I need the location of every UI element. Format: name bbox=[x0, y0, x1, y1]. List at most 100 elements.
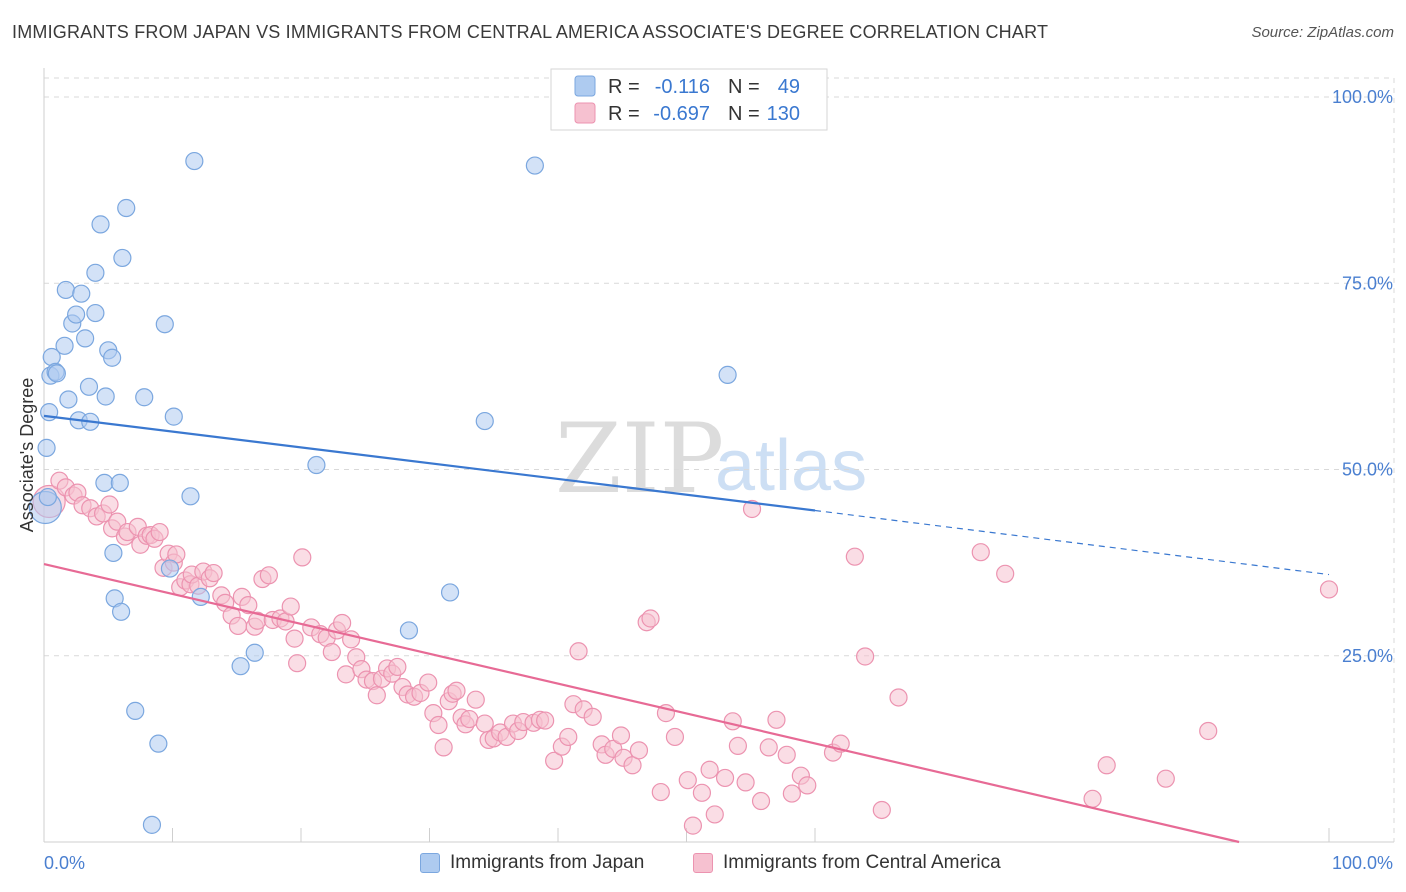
x-tick-label-max: 100.0% bbox=[1332, 853, 1393, 873]
legend-n-label-central-america: N = bbox=[728, 103, 760, 125]
y-axis-label: Associate's Degree bbox=[17, 378, 37, 533]
central-america-point bbox=[367, 686, 386, 705]
central-america-point bbox=[288, 654, 307, 673]
legend-r-value-central-america: -0.697 bbox=[653, 103, 710, 125]
japan-point bbox=[399, 621, 419, 640]
central-america-point bbox=[536, 711, 555, 730]
japan-point bbox=[72, 284, 91, 303]
central-america-point bbox=[767, 710, 786, 729]
japan-point bbox=[37, 438, 56, 457]
central-america-point bbox=[651, 782, 670, 802]
japan-point bbox=[56, 280, 75, 300]
y-tick-label-50: 50.0% bbox=[1342, 460, 1393, 480]
japan-point bbox=[475, 411, 494, 431]
y-tick-label-100: 100.0% bbox=[1332, 87, 1393, 107]
japan-point bbox=[113, 248, 132, 268]
central-america-point bbox=[434, 738, 453, 757]
legend-swatch-japan bbox=[574, 75, 596, 97]
central-america-point bbox=[728, 736, 748, 755]
central-america-point bbox=[228, 616, 248, 636]
central-america-point bbox=[665, 727, 685, 747]
y-tick-labels: 25.0% 50.0% 75.0% 100.0% bbox=[1332, 87, 1393, 666]
legend-n-value-central-america: 130 bbox=[767, 103, 800, 125]
japan-point bbox=[117, 198, 136, 218]
source-label: Source: ZipAtlas.com bbox=[1251, 24, 1394, 41]
central-america-point bbox=[336, 665, 356, 684]
central-america-point bbox=[611, 726, 631, 745]
central-america-point bbox=[798, 776, 817, 795]
central-america-point bbox=[239, 595, 258, 615]
japan-point bbox=[38, 487, 57, 507]
central-america-point bbox=[641, 609, 660, 628]
central-america-point bbox=[759, 738, 778, 757]
japan-point bbox=[55, 336, 74, 355]
series-legend: Immigrants from Japan Immigrants from Ce… bbox=[0, 852, 1406, 878]
central-america-point bbox=[715, 768, 735, 788]
japan-point bbox=[155, 315, 174, 334]
legend-n-label-japan: N = bbox=[728, 76, 760, 98]
watermark-zip: ZIP bbox=[555, 403, 724, 515]
central-america-point bbox=[388, 657, 407, 677]
trend-line-japan bbox=[43, 414, 816, 512]
legend-swatch-central-america bbox=[574, 102, 596, 124]
japan-point bbox=[96, 387, 115, 406]
japan-point bbox=[79, 377, 99, 396]
legend-r-value-japan: -0.116 bbox=[655, 76, 710, 98]
central-america-point bbox=[281, 597, 300, 616]
japan-point bbox=[126, 701, 145, 720]
central-america-point bbox=[204, 563, 223, 583]
japan-point bbox=[103, 348, 122, 367]
japan-point bbox=[111, 602, 131, 621]
japan-point bbox=[307, 455, 326, 475]
japan-point bbox=[67, 305, 86, 324]
y-tick-label-75: 75.0% bbox=[1342, 273, 1393, 293]
legend-label-japan: Immigrants from Japan bbox=[450, 852, 645, 873]
central-america-point bbox=[150, 522, 169, 542]
stats-legend-box bbox=[550, 68, 828, 131]
central-america-point bbox=[872, 800, 891, 820]
japan-point bbox=[135, 388, 154, 407]
central-america-point bbox=[629, 741, 649, 760]
central-america-point bbox=[475, 714, 494, 733]
central-america-point bbox=[333, 613, 352, 633]
central-america-point bbox=[751, 791, 771, 811]
central-america-point bbox=[100, 495, 119, 514]
central-america-point bbox=[705, 805, 724, 824]
grid-lines bbox=[44, 77, 1395, 842]
japan-point bbox=[59, 390, 78, 409]
legend-item-central-america: Immigrants from Central America bbox=[693, 852, 1001, 874]
central-america-point bbox=[293, 548, 312, 567]
central-america-point bbox=[429, 715, 448, 735]
central-america-point bbox=[1083, 789, 1102, 808]
japan-point bbox=[86, 263, 105, 282]
trend-line-japan-extension bbox=[814, 509, 1330, 576]
central-america-point bbox=[692, 783, 712, 802]
japan-point bbox=[104, 543, 123, 563]
central-america-point bbox=[700, 760, 719, 779]
y-tick-label-25: 25.0% bbox=[1342, 646, 1393, 666]
central-america-point bbox=[460, 709, 479, 729]
japan-point bbox=[164, 407, 183, 426]
legend-swatch-central-america-bottom bbox=[693, 853, 713, 873]
central-america-point bbox=[1319, 580, 1339, 599]
legend-swatch-japan-bottom bbox=[420, 853, 440, 873]
watermark-atlas: atlas bbox=[715, 426, 867, 506]
japan-point bbox=[149, 734, 168, 753]
japan-point bbox=[142, 815, 162, 834]
central-america-point bbox=[466, 690, 485, 709]
central-america-point bbox=[447, 681, 466, 700]
stats-legend: R = -0.116 N = 49 R = -0.697 N = 130 bbox=[550, 68, 828, 131]
x-tick-label-min: 0.0% bbox=[44, 853, 85, 873]
legend-label-central-america: Immigrants from Central America bbox=[723, 852, 1001, 873]
central-america-point bbox=[742, 499, 762, 519]
central-america-point bbox=[678, 771, 697, 790]
japan-point bbox=[525, 156, 544, 175]
japan-point bbox=[245, 643, 264, 662]
japan-point bbox=[110, 473, 129, 493]
japan-point bbox=[185, 151, 204, 171]
central-america-point bbox=[322, 642, 341, 662]
central-america-point bbox=[845, 547, 864, 566]
central-america-point bbox=[583, 707, 602, 726]
chart-title: IMMIGRANTS FROM JAPAN VS IMMIGRANTS FROM… bbox=[12, 22, 1049, 42]
